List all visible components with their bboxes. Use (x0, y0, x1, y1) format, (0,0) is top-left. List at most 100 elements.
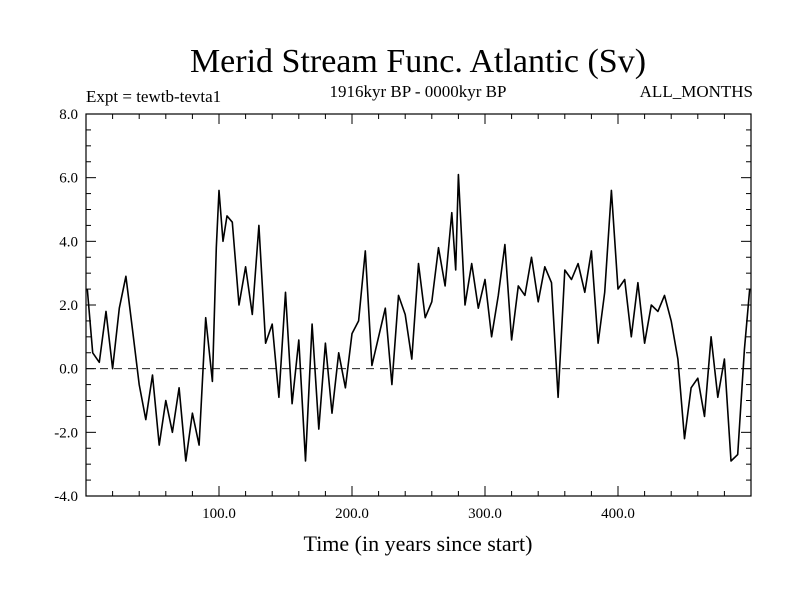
data-point (311, 323, 313, 325)
data-point (737, 454, 739, 456)
data-point (724, 358, 726, 360)
data-point (424, 317, 426, 319)
data-point (258, 225, 260, 227)
data-point (145, 419, 147, 421)
data-point (411, 358, 413, 360)
series-line (86, 173, 751, 462)
data-point (391, 384, 393, 386)
data-point (285, 292, 287, 294)
data-point (238, 304, 240, 306)
data-point (338, 352, 340, 354)
data-point (749, 288, 751, 290)
data-point (744, 349, 746, 351)
y-tick-label: 4.0 (59, 234, 78, 250)
data-point (385, 307, 387, 309)
data-point (644, 342, 646, 344)
y-tick-label: 0.0 (59, 362, 78, 378)
y-tick-label: -2.0 (54, 425, 78, 441)
data-point (651, 304, 653, 306)
data-point (158, 444, 160, 446)
data-point (178, 387, 180, 389)
data-point (504, 244, 506, 246)
y-tick-label: 8.0 (59, 107, 78, 123)
data-point (657, 311, 659, 313)
chart-title: Merid Stream Func. Atlantic (Sv) (190, 43, 646, 80)
data-point (152, 374, 154, 376)
data-point (351, 333, 353, 335)
data-point (518, 285, 520, 287)
data-point (491, 336, 493, 338)
data-point (484, 279, 486, 281)
chart-subtitle-right: ALL_MONTHS (640, 82, 753, 101)
data-point (358, 320, 360, 322)
data-point (291, 403, 293, 405)
chart-subtitle-center: 1916kyr BP - 0000kyr BP (330, 82, 507, 101)
data-point (245, 266, 247, 268)
data-point (87, 288, 89, 290)
data-point (205, 317, 207, 319)
data-point (690, 387, 692, 389)
data-point (438, 247, 440, 249)
data-point (604, 292, 606, 294)
data-point (677, 358, 679, 360)
data-point (172, 432, 174, 434)
data-point (185, 460, 187, 462)
y-tick-label: 6.0 (59, 171, 78, 187)
x-tick-label: 400.0 (601, 506, 635, 522)
data-point (697, 377, 699, 379)
data-point (551, 282, 553, 284)
x-tick-label: 300.0 (468, 506, 502, 522)
data-point (584, 292, 586, 294)
x-axis-label: Time (in years since start) (304, 531, 533, 556)
data-point (664, 295, 666, 297)
data-point (597, 342, 599, 344)
data-point (216, 247, 218, 249)
x-tick-label: 200.0 (335, 506, 369, 522)
data-point (212, 381, 214, 383)
data-point (444, 285, 446, 287)
data-point (132, 330, 134, 332)
data-point (631, 336, 633, 338)
data-point (138, 384, 140, 386)
x-tick-label: 100.0 (202, 506, 236, 522)
data-point (458, 174, 460, 176)
data-point (670, 320, 672, 322)
data-point (298, 339, 300, 341)
data-point (226, 215, 228, 217)
data-point (537, 301, 539, 303)
data-point (404, 314, 406, 316)
data-point (471, 263, 473, 265)
points-layer (87, 174, 751, 462)
y-tick-label: 2.0 (59, 298, 78, 314)
data-point (271, 323, 273, 325)
data-point (331, 412, 333, 414)
data-point (577, 263, 579, 265)
data-point (624, 279, 626, 281)
data-point (165, 400, 167, 402)
data-point (198, 444, 200, 446)
data-point (637, 282, 639, 284)
data-point (252, 314, 254, 316)
data-point (119, 307, 121, 309)
data-point (704, 416, 706, 418)
y-tick-label: -4.0 (54, 489, 78, 505)
axes-layer: 100.0 200.0 300.0 400.0 -4.0 -2.0 0.0 2.0 4.0 6.0… (54, 107, 751, 522)
data-point (617, 288, 619, 290)
data-point (192, 412, 194, 414)
data-point (99, 362, 101, 364)
data-point (318, 428, 320, 430)
data-point (378, 336, 380, 338)
data-point (265, 342, 267, 344)
data-point (464, 304, 466, 306)
data-point (511, 339, 513, 341)
data-point (365, 250, 367, 252)
data-point (478, 307, 480, 309)
data-point (218, 190, 220, 192)
data-point (455, 269, 457, 271)
data-point (418, 263, 420, 265)
data-point (232, 221, 234, 223)
data-point (278, 397, 280, 399)
data-point (524, 295, 526, 297)
data-point (544, 266, 546, 268)
